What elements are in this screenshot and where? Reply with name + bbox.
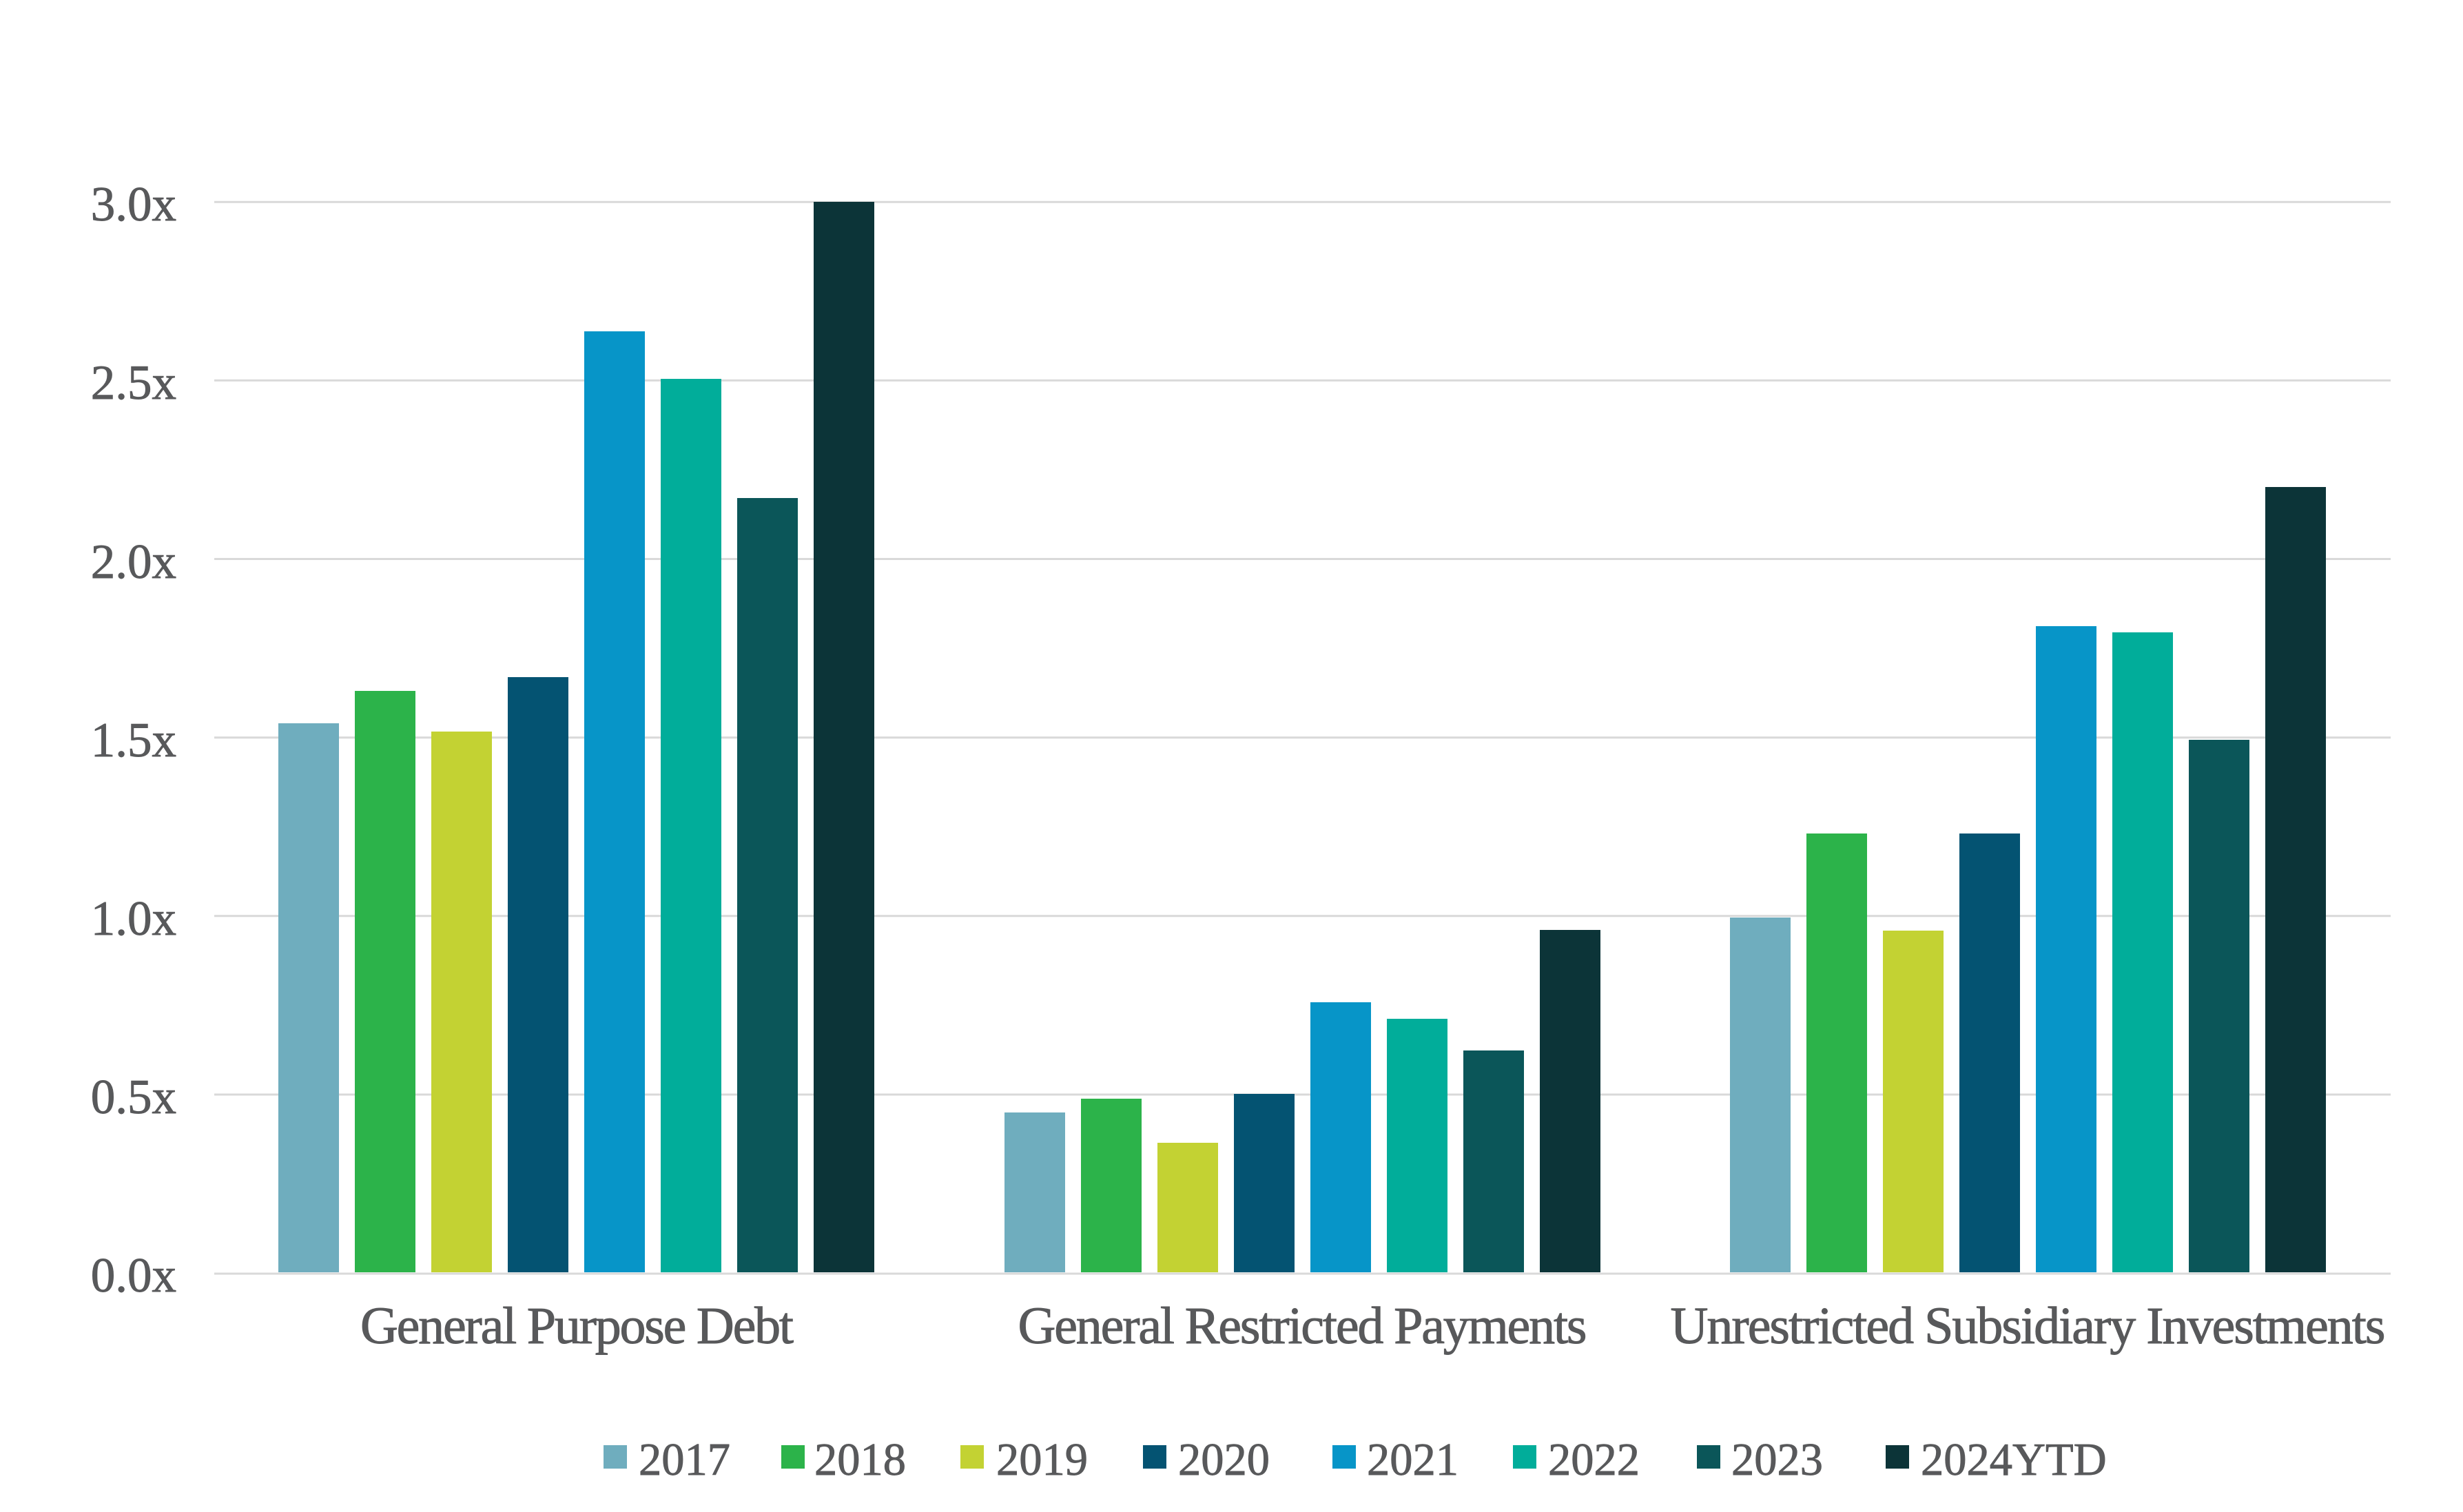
svg-text:2024YTD: 2024YTD	[1921, 1435, 2107, 1485]
svg-text:1.0x: 1.0x	[91, 892, 176, 946]
svg-text:0.5x: 0.5x	[91, 1070, 176, 1124]
svg-text:2020: 2020	[1178, 1435, 1270, 1485]
svg-text:2019: 2019	[996, 1435, 1088, 1485]
svg-text:General Restricted Payments: General Restricted Payments	[1018, 1297, 1587, 1355]
svg-text:2021: 2021	[1367, 1435, 1459, 1485]
svg-text:1.5x: 1.5x	[91, 714, 176, 767]
svg-text:2017: 2017	[639, 1435, 730, 1485]
svg-text:General Purpose Debt: General Purpose Debt	[360, 1297, 794, 1355]
svg-text:3.0x: 3.0x	[91, 178, 176, 231]
svg-text:2022: 2022	[1548, 1435, 1640, 1485]
svg-text:2.5x: 2.5x	[91, 356, 176, 410]
svg-text:2018: 2018	[814, 1435, 906, 1485]
svg-text:2.0x: 2.0x	[91, 535, 176, 589]
svg-text:0.0x: 0.0x	[91, 1249, 176, 1303]
svg-text:2023: 2023	[1731, 1435, 1823, 1485]
svg-text:Unrestricted Subsidiary Invest: Unrestricted Subsidiary Investments	[1671, 1297, 2386, 1355]
